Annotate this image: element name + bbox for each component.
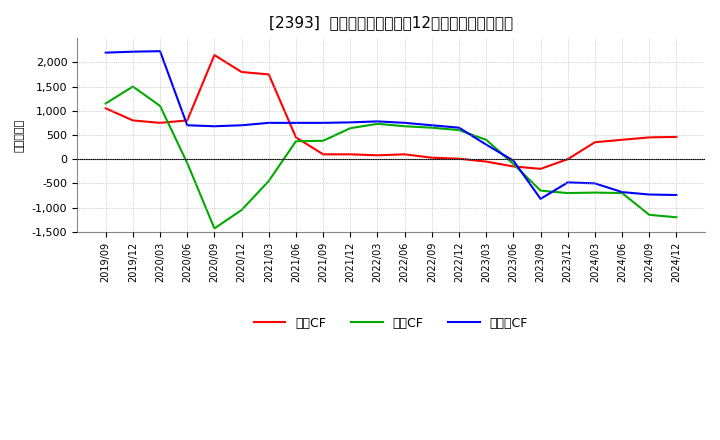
フリーCF — [129, 49, 138, 54]
投資CF — [129, 84, 138, 89]
フリーCF — [264, 120, 273, 125]
投資CF — [264, 178, 273, 183]
投資CF — [509, 161, 518, 167]
営業CF — [428, 155, 436, 160]
フリーCF — [509, 158, 518, 163]
フリーCF — [183, 123, 192, 128]
営業CF — [618, 137, 626, 143]
営業CF — [536, 166, 545, 172]
投資CF — [183, 161, 192, 166]
投資CF — [672, 215, 681, 220]
フリーCF — [156, 48, 164, 54]
フリーCF — [428, 123, 436, 128]
営業CF — [373, 153, 382, 158]
フリーCF — [672, 192, 681, 198]
投資CF — [536, 188, 545, 193]
Y-axis label: （百万円）: （百万円） — [15, 118, 25, 151]
営業CF — [102, 106, 110, 111]
投資CF — [564, 191, 572, 196]
営業CF — [346, 152, 355, 157]
営業CF — [564, 157, 572, 162]
営業CF — [292, 135, 300, 140]
投資CF — [590, 190, 599, 195]
投資CF — [645, 212, 654, 217]
投資CF — [238, 207, 246, 213]
営業CF — [482, 159, 490, 164]
投資CF — [292, 139, 300, 144]
営業CF — [672, 134, 681, 139]
フリーCF — [319, 120, 328, 125]
投資CF — [319, 138, 328, 143]
営業CF — [319, 152, 328, 157]
営業CF — [645, 135, 654, 140]
フリーCF — [455, 125, 464, 130]
投資CF — [482, 137, 490, 143]
投資CF — [346, 125, 355, 131]
投資CF — [156, 103, 164, 109]
フリーCF — [238, 123, 246, 128]
フリーCF — [102, 50, 110, 55]
営業CF — [129, 118, 138, 123]
フリーCF — [346, 120, 355, 125]
投資CF — [455, 128, 464, 133]
フリーCF — [536, 196, 545, 202]
営業CF — [238, 70, 246, 75]
フリーCF — [373, 119, 382, 124]
営業CF — [210, 52, 219, 58]
営業CF — [183, 118, 192, 123]
営業CF — [156, 120, 164, 125]
Title: [2393]  キャッシュフローの12か月移動合計の推移: [2393] キャッシュフローの12か月移動合計の推移 — [269, 15, 513, 30]
フリーCF — [645, 192, 654, 197]
フリーCF — [210, 124, 219, 129]
フリーCF — [564, 180, 572, 185]
フリーCF — [482, 142, 490, 147]
営業CF — [509, 164, 518, 169]
フリーCF — [590, 181, 599, 186]
フリーCF — [292, 120, 300, 125]
営業CF — [400, 152, 409, 157]
Legend: 営業CF, 投資CF, フリーCF: 営業CF, 投資CF, フリーCF — [249, 312, 533, 335]
営業CF — [455, 156, 464, 161]
投資CF — [210, 226, 219, 231]
営業CF — [590, 139, 599, 145]
投資CF — [428, 125, 436, 130]
Line: 投資CF: 投資CF — [106, 87, 677, 228]
Line: 営業CF: 営業CF — [106, 55, 677, 169]
Line: フリーCF: フリーCF — [106, 51, 677, 199]
フリーCF — [618, 190, 626, 195]
投資CF — [618, 191, 626, 196]
フリーCF — [400, 120, 409, 125]
投資CF — [400, 124, 409, 129]
営業CF — [264, 72, 273, 77]
投資CF — [373, 121, 382, 126]
投資CF — [102, 101, 110, 106]
